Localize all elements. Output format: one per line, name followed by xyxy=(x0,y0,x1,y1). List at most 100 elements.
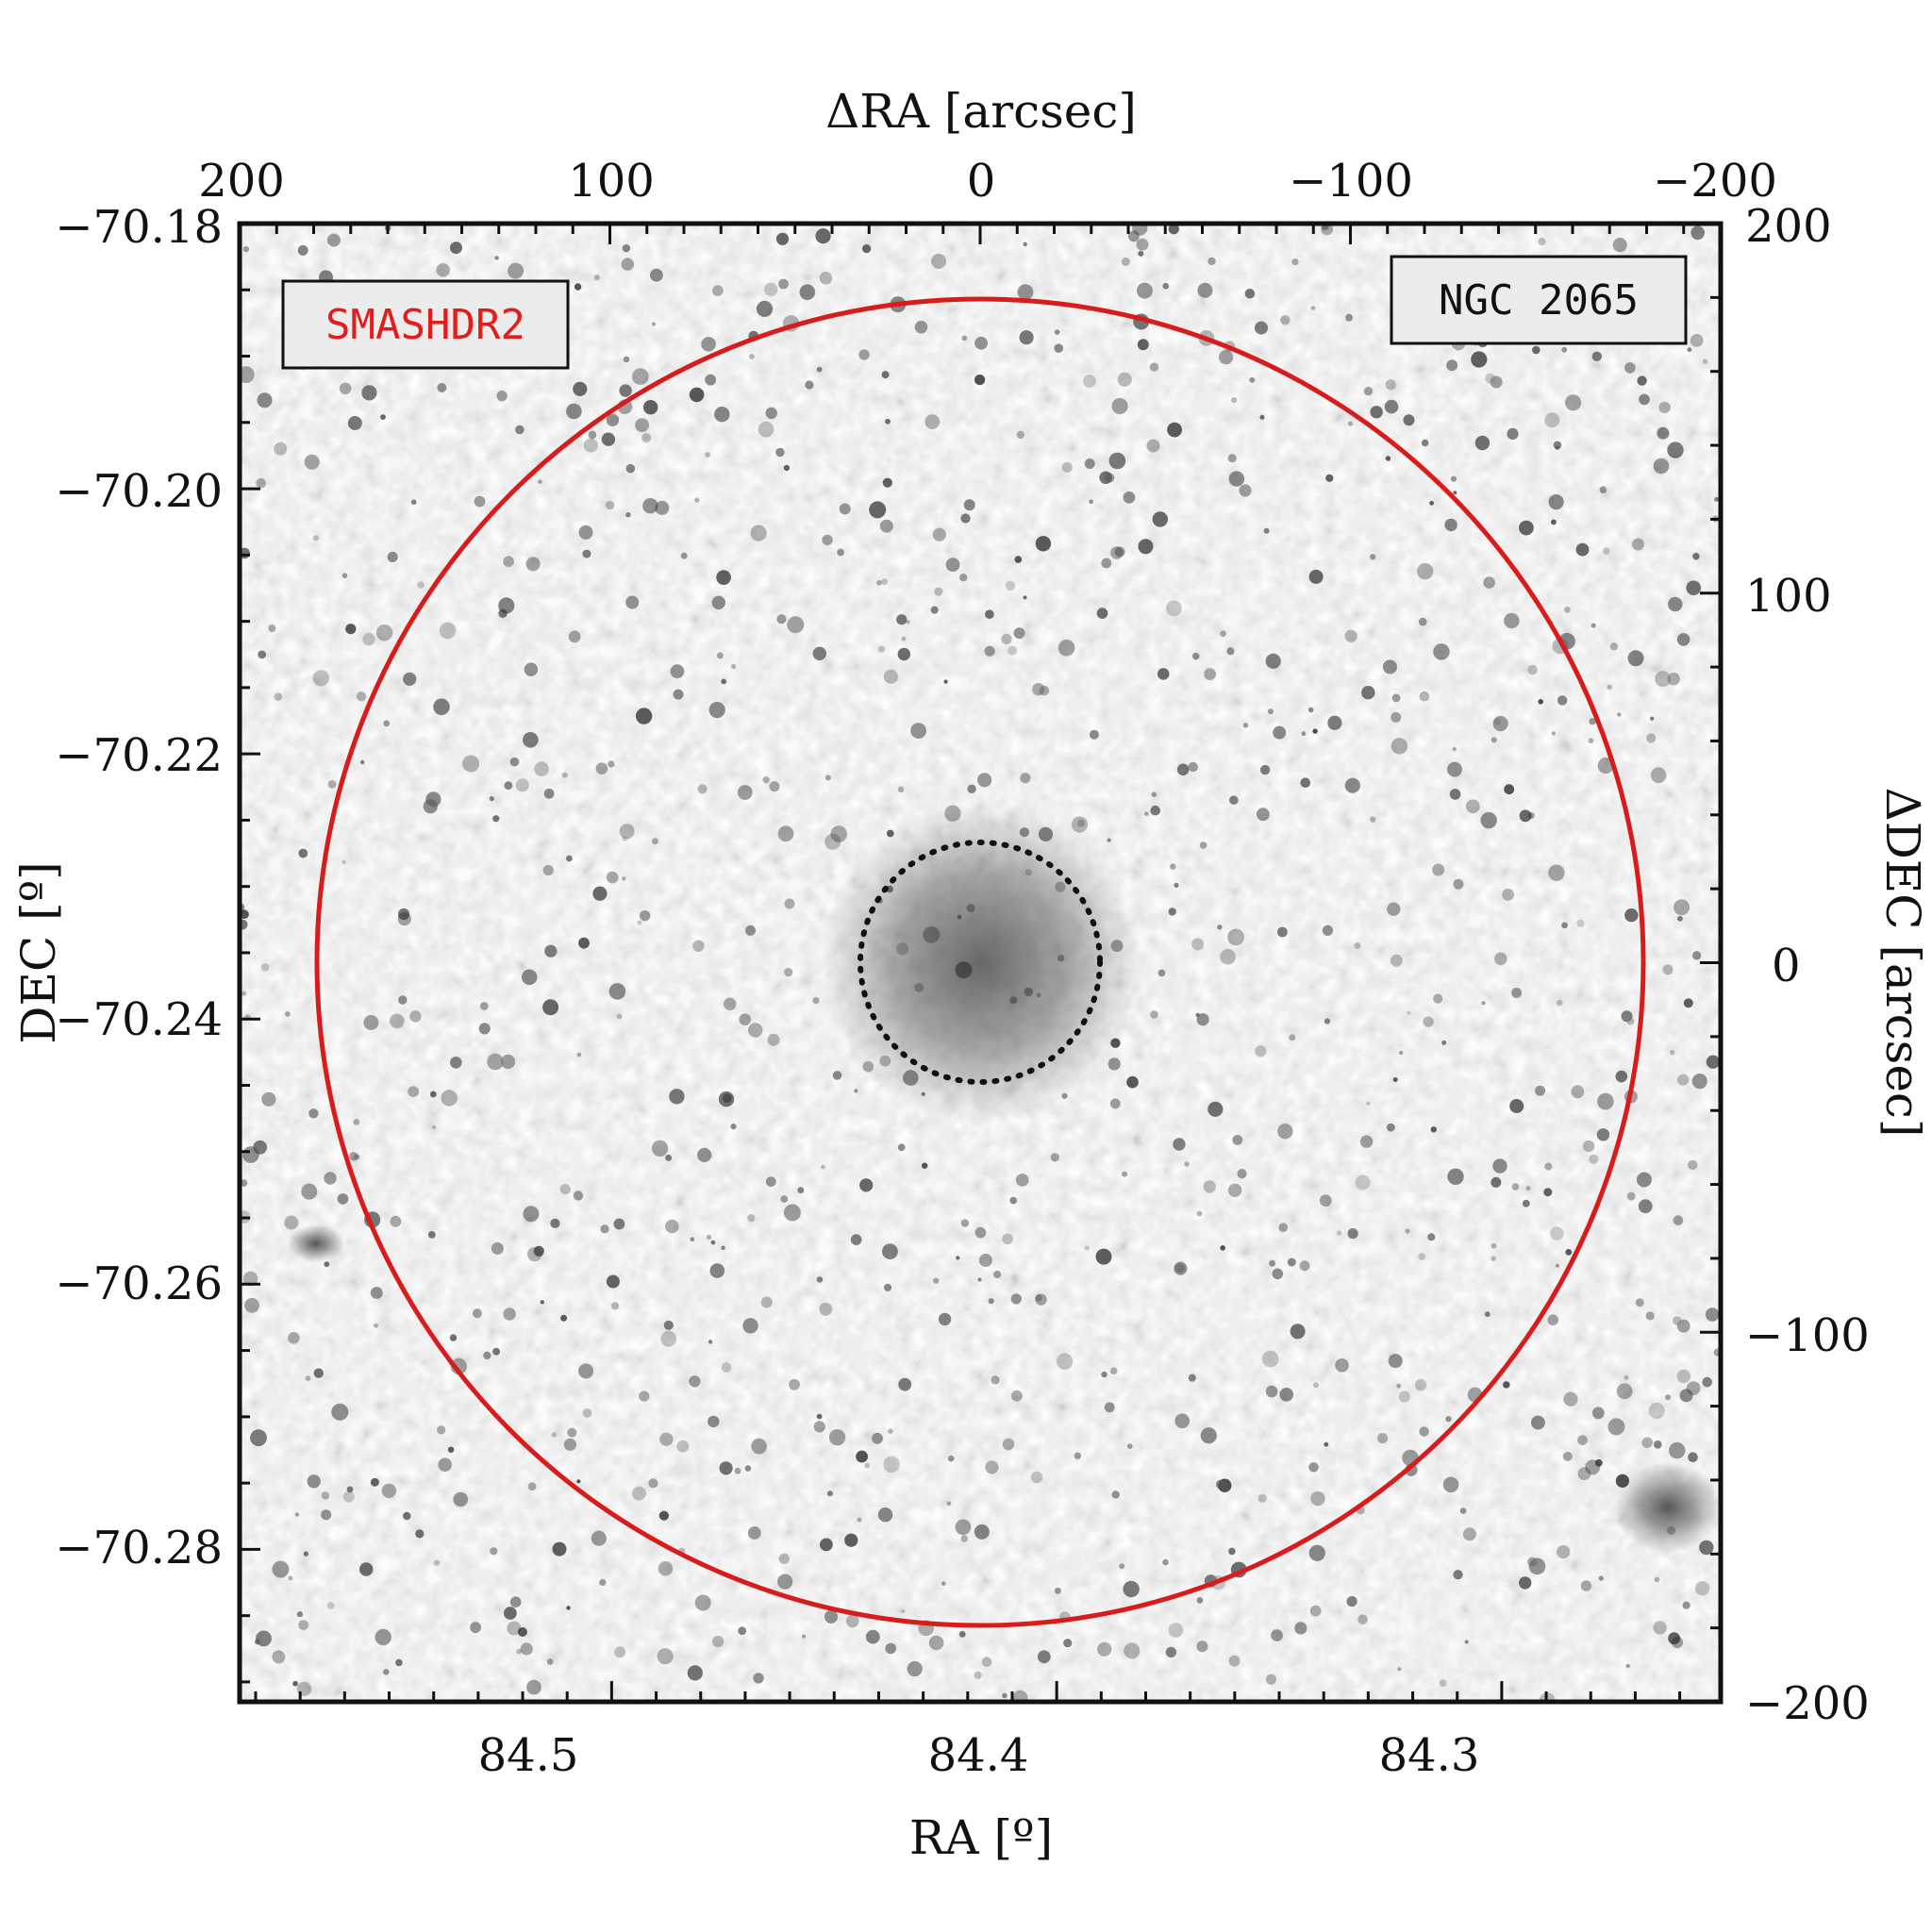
star xyxy=(1492,715,1508,732)
star xyxy=(1294,1622,1307,1635)
star xyxy=(1491,1176,1502,1188)
star xyxy=(650,268,663,282)
star xyxy=(1208,257,1216,266)
star xyxy=(1310,306,1316,310)
star xyxy=(1444,518,1457,532)
star xyxy=(714,407,730,423)
star xyxy=(1074,1452,1082,1459)
star xyxy=(1596,1128,1610,1141)
star xyxy=(588,430,597,440)
sky-image xyxy=(240,224,1721,1702)
star xyxy=(1357,1614,1368,1625)
star xyxy=(1158,969,1166,977)
star xyxy=(1562,1451,1573,1461)
star xyxy=(1259,414,1265,420)
star xyxy=(731,663,737,670)
star xyxy=(1494,952,1507,966)
star xyxy=(515,778,529,792)
star xyxy=(361,385,377,401)
star xyxy=(907,1660,923,1677)
star xyxy=(1673,1316,1682,1325)
star xyxy=(1263,527,1270,534)
star xyxy=(958,1630,966,1638)
star xyxy=(241,991,247,996)
top-tick-label: 200 xyxy=(198,155,285,208)
star xyxy=(1445,1416,1452,1423)
star xyxy=(1231,397,1238,404)
star xyxy=(1058,640,1075,657)
star xyxy=(1220,1245,1225,1251)
star xyxy=(324,1172,337,1185)
star xyxy=(1347,1228,1358,1240)
star xyxy=(1655,671,1672,688)
star xyxy=(1682,1601,1690,1609)
star xyxy=(721,1245,725,1251)
star xyxy=(1097,1641,1112,1657)
star xyxy=(284,1011,291,1017)
left-tick-label: −70.20 xyxy=(55,465,223,518)
star xyxy=(1084,458,1095,469)
star xyxy=(1390,954,1403,967)
star xyxy=(956,1256,960,1260)
star xyxy=(1150,805,1160,816)
star xyxy=(765,407,777,420)
star xyxy=(1453,878,1464,890)
star xyxy=(718,1091,735,1108)
star xyxy=(1625,1663,1630,1669)
star xyxy=(403,1511,411,1521)
star xyxy=(1344,777,1360,793)
star xyxy=(670,664,685,679)
star xyxy=(1690,334,1704,347)
star xyxy=(680,552,688,559)
star xyxy=(1433,993,1443,1004)
star xyxy=(345,624,357,635)
star xyxy=(978,1254,992,1267)
star xyxy=(515,425,525,435)
star xyxy=(613,1218,625,1230)
star xyxy=(509,1596,522,1607)
star xyxy=(240,1179,248,1187)
star xyxy=(1491,1256,1496,1261)
star xyxy=(501,1054,516,1069)
star xyxy=(959,574,968,582)
star xyxy=(977,773,992,788)
star xyxy=(1657,426,1670,440)
star xyxy=(1232,1135,1243,1145)
star xyxy=(1626,1017,1635,1025)
star xyxy=(960,1535,968,1542)
left-tick-label: −70.28 xyxy=(55,1522,223,1574)
star xyxy=(1289,1034,1296,1041)
star xyxy=(784,898,795,909)
star xyxy=(1168,224,1179,235)
star xyxy=(1686,580,1701,595)
star xyxy=(1023,595,1027,600)
star xyxy=(1008,645,1018,656)
left-axis: −70.18 −70.20 −70.22 −70.24 −70.26 −70.2… xyxy=(11,201,223,1574)
star xyxy=(1627,650,1644,667)
star xyxy=(1490,375,1503,389)
star xyxy=(1447,761,1462,777)
star xyxy=(882,477,892,488)
star xyxy=(881,371,890,379)
star xyxy=(1427,1233,1436,1241)
star xyxy=(716,570,731,585)
star xyxy=(1162,1558,1169,1566)
star xyxy=(1677,915,1683,922)
star xyxy=(1229,795,1239,805)
star xyxy=(658,1510,670,1521)
star xyxy=(1706,1055,1721,1069)
star xyxy=(816,1276,824,1283)
star xyxy=(362,632,375,646)
star xyxy=(974,375,986,386)
star xyxy=(1128,230,1140,242)
star xyxy=(240,366,255,383)
star xyxy=(1157,668,1170,680)
star xyxy=(710,1240,716,1245)
star xyxy=(490,1547,498,1556)
star xyxy=(883,1456,900,1474)
star xyxy=(1227,1183,1242,1198)
star xyxy=(1363,387,1374,396)
star xyxy=(705,452,710,458)
star xyxy=(1474,435,1491,451)
star xyxy=(1667,441,1684,458)
